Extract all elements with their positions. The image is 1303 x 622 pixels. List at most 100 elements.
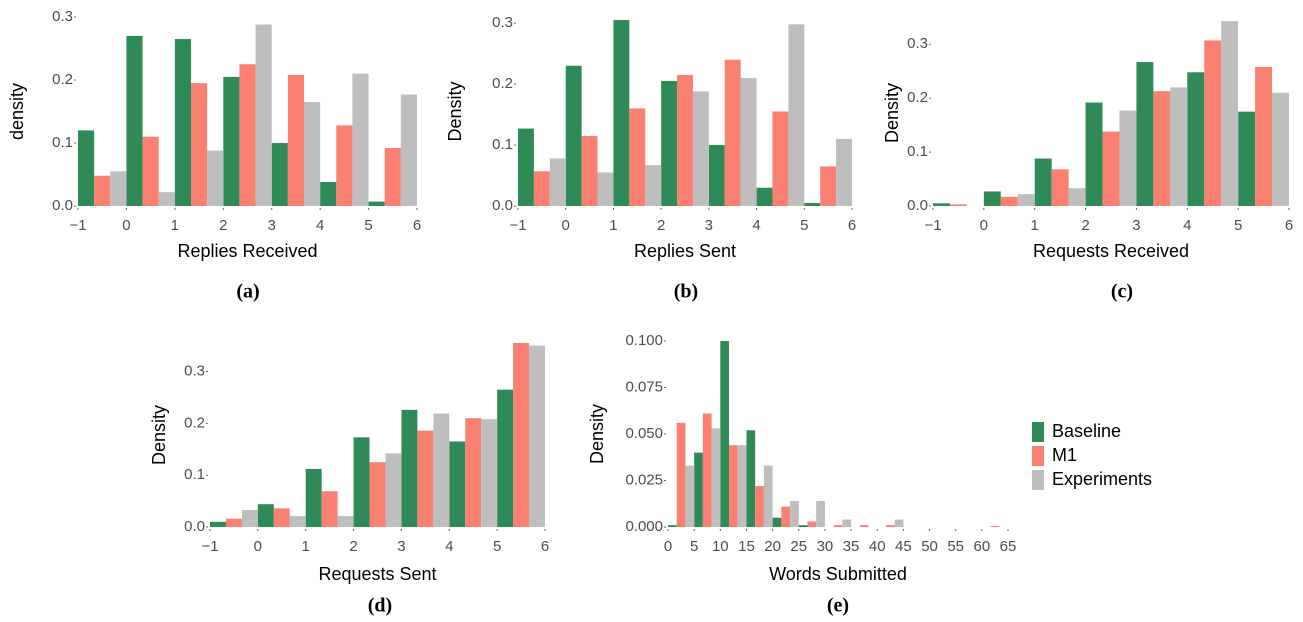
bar [737, 445, 747, 527]
bar [788, 24, 805, 206]
bar [320, 182, 337, 206]
x-tick-label: −1 [201, 538, 218, 555]
bar [772, 517, 782, 527]
bar [746, 430, 756, 527]
x-tick-label: 30 [817, 538, 834, 555]
bar [158, 192, 175, 206]
bar [533, 171, 550, 206]
bar [305, 468, 322, 527]
y-tick-label: 0.050 [625, 425, 663, 442]
bar [385, 453, 402, 527]
bar [842, 519, 852, 527]
bar [271, 143, 288, 206]
legend-label: Experiments [1052, 469, 1152, 489]
x-tick-label: 65 [1000, 538, 1017, 555]
bar [417, 430, 434, 527]
bar [207, 150, 224, 206]
bar [1204, 40, 1222, 207]
x-tick-label: 5 [493, 538, 501, 555]
bar [1153, 91, 1171, 206]
x-tick-label: 45 [895, 538, 912, 555]
legend-label: M1 [1052, 445, 1077, 465]
caption: (e) [827, 595, 849, 617]
x-tick-label: 3 [705, 217, 713, 234]
bar [241, 509, 258, 527]
bar [289, 516, 306, 527]
bar [694, 452, 703, 527]
x-tick-label: 0 [254, 538, 262, 555]
bar [255, 24, 272, 207]
bar [677, 74, 693, 206]
y-axis-label: Density [445, 81, 465, 141]
bar [804, 202, 821, 206]
x-tick-label: 0 [562, 217, 570, 234]
y-tick-label: 0.0 [184, 518, 205, 535]
bar [1034, 158, 1052, 206]
caption: (b) [674, 281, 698, 303]
bar [126, 35, 143, 207]
bar [949, 204, 967, 206]
legend-swatch [1032, 446, 1044, 466]
y-tick-label: 0.000 [625, 518, 663, 535]
bar [1068, 188, 1086, 206]
bar [685, 465, 695, 527]
bar [885, 525, 895, 527]
legend-swatch [1032, 470, 1044, 490]
bar [661, 81, 678, 206]
x-tick-label: 2 [349, 538, 357, 555]
bar [807, 521, 817, 527]
x-tick-label: 0 [122, 217, 130, 234]
x-tick-label: 3 [1132, 217, 1140, 234]
x-tick-label: 1 [302, 538, 310, 555]
x-tick-label: −1 [509, 217, 526, 234]
bar [816, 500, 825, 527]
y-tick-label: 0.1 [184, 466, 205, 483]
bar [692, 91, 709, 206]
x-tick-label: 6 [848, 217, 856, 234]
y-tick-label: 0.0 [907, 197, 928, 214]
bar [1017, 194, 1035, 206]
bar [740, 77, 757, 206]
bar [894, 519, 904, 527]
x-tick-label: 1 [1031, 217, 1039, 234]
x-tick-label: 20 [764, 538, 781, 555]
bar [257, 504, 274, 527]
x-tick-label: 50 [921, 538, 938, 555]
bar [273, 508, 290, 527]
x-tick-label: 2 [219, 217, 227, 234]
bar [400, 94, 417, 206]
x-tick-label: 4 [752, 217, 760, 234]
y-tick-label: 0.2 [492, 75, 513, 92]
bar [711, 428, 721, 527]
y-tick-label: 0.0 [492, 197, 513, 214]
bar [465, 418, 482, 527]
x-tick-label: 6 [1285, 217, 1293, 234]
bar [529, 345, 545, 527]
bar [1136, 62, 1154, 207]
bar [352, 73, 369, 206]
bar [1238, 111, 1256, 206]
x-tick-label: 15 [738, 538, 755, 555]
x-tick-label: 55 [947, 538, 964, 555]
caption: (a) [236, 281, 259, 303]
bar [676, 422, 686, 527]
bar [702, 413, 712, 527]
y-tick-label: 0.3 [492, 14, 513, 31]
x-tick-label: 4 [1183, 217, 1191, 234]
y-axis-label: Density [882, 83, 902, 143]
x-tick-label: 1 [171, 217, 179, 234]
bar [581, 135, 598, 206]
x-tick-label: 0 [664, 538, 672, 555]
y-axis-label: density [7, 83, 27, 140]
bar [729, 445, 738, 527]
x-tick-label: 40 [869, 538, 886, 555]
bar [210, 521, 226, 527]
bar [1170, 87, 1188, 206]
legend-swatch [1032, 422, 1044, 442]
caption: (c) [1111, 281, 1133, 303]
y-tick-label: 0.2 [184, 414, 205, 431]
bar [990, 526, 1000, 527]
bar [1051, 169, 1069, 206]
bar [756, 187, 773, 206]
